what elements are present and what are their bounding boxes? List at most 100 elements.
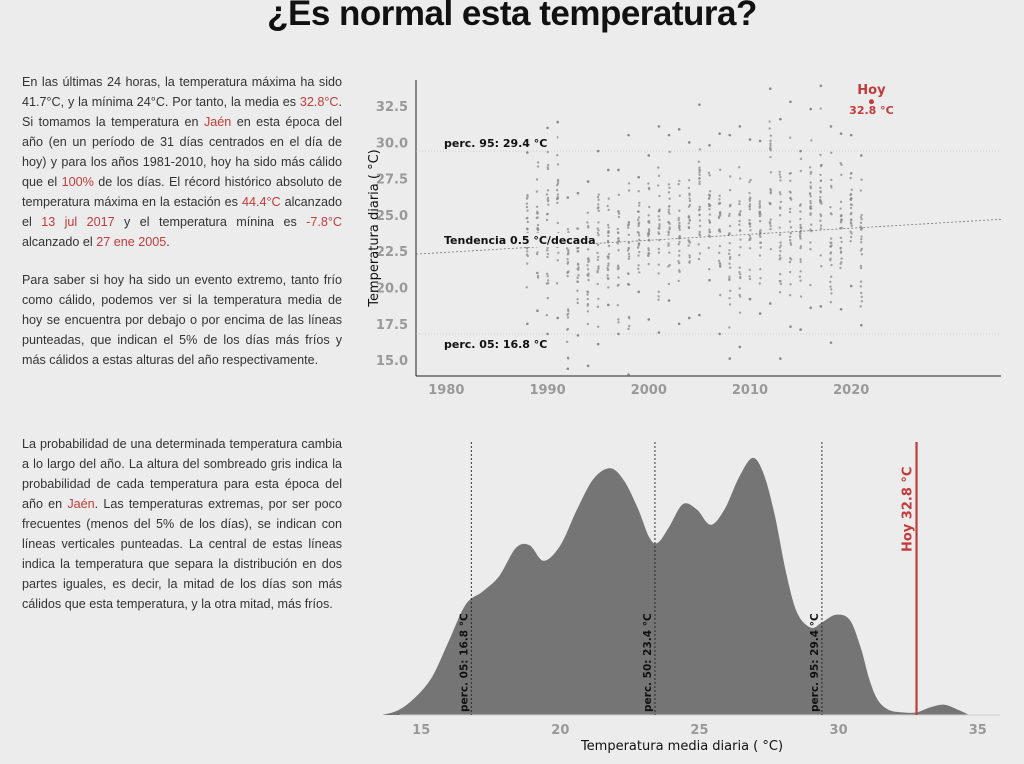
data-point — [556, 201, 559, 205]
data-point — [545, 193, 549, 196]
data-point — [596, 342, 600, 346]
data-point — [545, 313, 549, 317]
data-point — [809, 107, 813, 111]
data-point — [819, 186, 822, 190]
data-point — [859, 285, 862, 288]
data-point — [565, 340, 569, 344]
data-point — [597, 297, 600, 301]
data-point — [597, 233, 600, 237]
data-point — [627, 373, 630, 376]
data-point — [739, 272, 742, 276]
paragraph-text: . Las temperaturas extremas, por ser poc… — [22, 497, 342, 611]
data-point — [607, 257, 610, 260]
data-point — [607, 262, 610, 265]
data-point — [526, 151, 529, 154]
data-point — [546, 296, 549, 300]
data-point — [809, 213, 812, 217]
data-point — [799, 149, 802, 153]
data-point — [779, 200, 782, 204]
data-point — [647, 186, 651, 190]
data-point — [738, 165, 741, 169]
data-point — [850, 203, 854, 207]
data-point — [555, 183, 559, 187]
data-point — [617, 168, 620, 172]
data-point — [738, 200, 741, 203]
data-point — [850, 219, 853, 222]
paragraph-text: . — [166, 235, 170, 249]
data-point — [850, 224, 853, 228]
data-point — [697, 243, 700, 246]
data-point — [769, 224, 772, 228]
data-point — [718, 212, 722, 216]
data-point — [708, 278, 711, 282]
data-point — [637, 210, 640, 213]
x-tick-label: 2010 — [732, 383, 768, 398]
data-point — [667, 233, 670, 236]
data-point — [738, 270, 741, 274]
data-point — [829, 212, 833, 215]
data-point — [839, 250, 843, 253]
data-point — [768, 87, 772, 91]
data-point — [637, 242, 641, 245]
data-point — [819, 196, 822, 199]
x-tick-label: 2020 — [833, 383, 869, 398]
data-point — [849, 239, 852, 243]
data-point — [607, 208, 610, 212]
data-point — [597, 325, 600, 328]
data-point — [627, 247, 630, 251]
data-point — [617, 276, 620, 279]
data-point — [728, 249, 731, 252]
data-point — [728, 257, 732, 261]
data-point — [728, 303, 732, 306]
data-point — [840, 173, 843, 177]
x-tick-label: 1980 — [428, 383, 464, 398]
y-tick-label: 17.5 — [376, 318, 408, 333]
percentile-label: perc. 05: 16.8 °C — [458, 613, 470, 712]
highlight-value: Jaén — [203, 115, 232, 129]
data-point — [859, 280, 863, 283]
data-point — [597, 229, 600, 232]
data-point — [708, 194, 712, 197]
data-point — [547, 163, 550, 167]
data-point — [860, 247, 864, 251]
page-title: ¿Es normal esta temperatura? — [267, 0, 757, 33]
data-point — [617, 318, 620, 321]
data-point — [688, 241, 692, 244]
data-point — [799, 226, 803, 229]
data-point — [829, 252, 832, 255]
data-point — [850, 196, 853, 200]
data-point — [667, 265, 670, 268]
data-point — [647, 228, 651, 231]
data-point — [799, 260, 802, 264]
data-point — [819, 153, 822, 157]
data-point — [617, 215, 621, 219]
data-point — [667, 133, 671, 137]
data-point — [727, 233, 731, 236]
data-point — [798, 231, 802, 234]
data-point — [637, 238, 641, 241]
data-point — [657, 231, 660, 234]
data-point — [829, 205, 832, 209]
data-point — [788, 238, 792, 242]
data-point — [546, 281, 550, 285]
data-point — [667, 183, 671, 186]
data-point — [748, 221, 751, 225]
data-point — [586, 211, 589, 214]
data-point — [526, 228, 529, 231]
data-point — [596, 149, 600, 153]
data-point — [789, 325, 792, 328]
data-point — [596, 258, 600, 262]
data-point — [718, 244, 722, 248]
data-point — [789, 196, 792, 200]
data-point — [638, 201, 641, 205]
data-point — [526, 254, 530, 258]
data-point — [687, 141, 691, 144]
data-point — [758, 204, 762, 208]
data-point — [667, 208, 671, 211]
data-point — [677, 182, 680, 186]
data-point — [658, 222, 661, 226]
data-point — [748, 199, 752, 202]
data-point — [808, 166, 812, 169]
data-point — [708, 213, 712, 216]
data-point — [829, 258, 832, 262]
